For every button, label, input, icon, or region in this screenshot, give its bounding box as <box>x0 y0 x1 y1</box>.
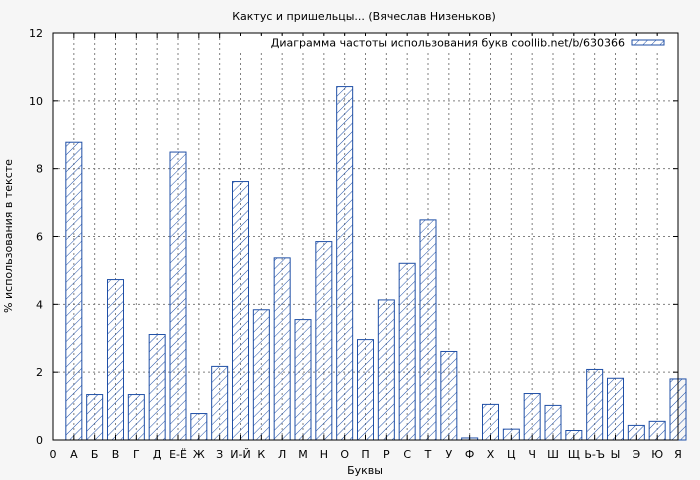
bar-21 <box>482 403 499 441</box>
bar-26 <box>586 368 604 441</box>
x-tick-label: Л <box>278 448 286 461</box>
x-tick-label: А <box>70 448 78 461</box>
legend-background <box>240 36 674 50</box>
bar-13 <box>315 241 333 441</box>
x-tick-label: Г <box>133 448 140 461</box>
x-tick-label: Х <box>487 448 495 461</box>
bar-9 <box>232 181 249 441</box>
bar-1 <box>65 141 83 441</box>
bar-11 <box>273 257 291 441</box>
x-tick-label: Я <box>674 448 682 461</box>
chart-title: Кактус и пришельцы... (Вячеслав Низенько… <box>232 10 496 23</box>
y-tick-label: 8 <box>36 163 43 176</box>
y-tick-label: 4 <box>36 298 43 311</box>
x-tick-label: Т <box>424 448 432 461</box>
x-tick-label: Ь-Ъ <box>584 448 605 461</box>
y-axis-label: % использования в тексте <box>2 159 15 313</box>
x-tick-label: Ы <box>611 448 621 461</box>
x-tick-label: У <box>445 448 452 461</box>
x-axis-ticks: 0 А Б В Г Д Е-Ё Ж З И-Й К Л М Н О П Р С Т У Ф Х Ц Ч Ш Щ Ь-Ъ Ы Э Ю Я <box>50 33 682 461</box>
x-axis-label: Буквы <box>347 464 383 477</box>
x-tick-label: В <box>112 448 120 461</box>
x-tick-label: С <box>403 448 411 461</box>
x-tick-label: Ф <box>465 448 474 461</box>
bar-27 <box>607 377 624 441</box>
bar-14 <box>336 86 354 441</box>
x-tick-label: Б <box>91 448 99 461</box>
bar-19 <box>440 350 458 441</box>
bar-24 <box>544 404 562 441</box>
x-tick-label: Щ <box>568 448 580 461</box>
legend-swatch <box>631 39 665 46</box>
y-tick-label: 0 <box>36 434 43 447</box>
bar-8 <box>211 365 229 441</box>
bar-16 <box>377 299 395 441</box>
bar-3 <box>107 279 124 441</box>
x-tick-label: З <box>216 448 223 461</box>
x-tick-label: О <box>340 448 349 461</box>
bar-12 <box>294 319 312 441</box>
x-tick-label: М <box>298 448 308 461</box>
bar-10 <box>252 309 270 441</box>
bar-4 <box>127 394 145 441</box>
y-tick-label: 2 <box>36 366 43 379</box>
bar-15 <box>357 339 374 441</box>
grid <box>53 33 678 440</box>
x-tick-label: К <box>257 448 265 461</box>
x-tick-label: Р <box>383 448 390 461</box>
y-tick-label: 10 <box>29 95 43 108</box>
legend: Диаграмма частоты использования букв coo… <box>240 36 674 50</box>
x-tick-label: Ш <box>547 448 559 461</box>
x-tick-label: Ж <box>193 448 205 461</box>
x-tick-label: П <box>361 448 369 461</box>
x-tick-label: Ц <box>507 448 516 461</box>
bar-18 <box>419 219 437 441</box>
x-tick-label: Ч <box>528 448 536 461</box>
bar-5 <box>148 334 166 441</box>
x-tick-label: Э <box>632 448 640 461</box>
x-tick-label: Н <box>320 448 328 461</box>
bar-6 <box>169 151 187 441</box>
bar-17 <box>398 262 416 441</box>
legend-label: Диаграмма частоты использования букв coo… <box>271 37 625 50</box>
y-tick-label: 6 <box>36 231 43 244</box>
x-tick-label: И-Й <box>230 448 250 461</box>
bar-23 <box>523 393 541 441</box>
x-tick-label-start: 0 <box>50 448 57 461</box>
bars <box>65 86 687 441</box>
x-tick-label: Ю <box>651 448 663 461</box>
x-tick-label: Е-Ё <box>169 448 187 461</box>
bar-2 <box>86 394 104 441</box>
x-tick-label: Д <box>153 448 162 461</box>
y-tick-label: 12 <box>29 27 43 40</box>
y-axis-ticks: 0 2 4 6 8 10 12 <box>29 27 678 447</box>
